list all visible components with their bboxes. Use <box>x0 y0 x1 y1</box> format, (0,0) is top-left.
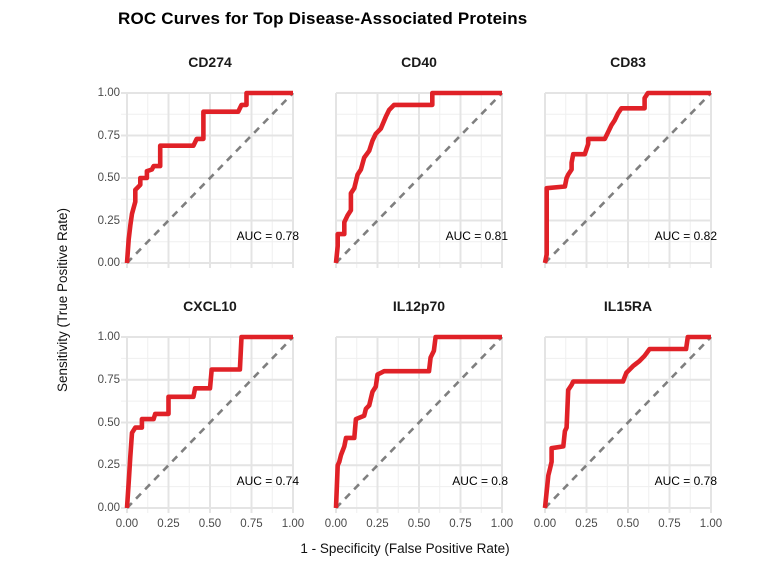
x-axis-title: 1 - Specificity (False Positive Rate) <box>300 541 510 556</box>
facet-title: CXCL10 <box>183 298 237 314</box>
chance-diagonal <box>126 336 294 509</box>
facet-panel-CXCL10: CXCL10 AUC = 0.74 0.00 0.25 0.50 0.75 1.00 0.00… <box>98 298 305 530</box>
roc-plot <box>333 334 503 513</box>
facet-title: CD40 <box>401 54 437 70</box>
y-tick-label: 0.25 <box>97 214 120 227</box>
roc-plot <box>121 334 294 513</box>
roc-plot <box>542 334 712 513</box>
grid-lines <box>121 92 294 268</box>
chance-diagonal <box>544 92 712 264</box>
roc-plot <box>542 90 712 268</box>
facet-title: CD274 <box>188 54 232 70</box>
y-tick-label: 1.00 <box>97 87 120 99</box>
x-tick-label: 0.00 <box>115 518 139 530</box>
x-tick-label: 0.25 <box>366 518 389 530</box>
x-tick-label: 0.50 <box>407 518 431 530</box>
auc-label: AUC = 0.78 <box>236 229 299 243</box>
x-tick-label: 1.00 <box>281 518 305 530</box>
y-tick-label: 0.25 <box>97 459 120 472</box>
y-tick-label: 0.50 <box>97 416 120 429</box>
roc-curve <box>542 334 711 509</box>
facet-title: CD83 <box>610 54 646 70</box>
x-tick-label: 1.00 <box>699 518 723 530</box>
y-tick-label: 0.00 <box>97 502 120 514</box>
y-tick-label: 0.50 <box>97 172 120 184</box>
roc-plot <box>121 90 294 268</box>
facet-title: IL12p70 <box>392 298 446 314</box>
auc-label: AUC = 0.81 <box>445 229 508 243</box>
facet-panel-CD83: CD83 AUC = 0.82 <box>542 54 717 268</box>
facet-title: IL15RA <box>603 298 653 314</box>
chance-diagonal <box>544 336 712 509</box>
x-tick-label: 0.50 <box>198 518 222 530</box>
y-tick-label: 0.00 <box>97 257 120 269</box>
facet-panel-IL12p70: IL12p70 AUC = 0.8 0.00 0.25 0.50 0.75 1.00 <box>325 298 513 530</box>
x-tick-label: 0.75 <box>449 518 472 530</box>
facet-panel-IL15RA: IL15RA AUC = 0.78 0.00 0.25 0.50 0.75 1.00 <box>534 298 722 530</box>
x-tick-label: 0.00 <box>533 518 557 530</box>
roc-curve <box>124 90 293 264</box>
auc-label: AUC = 0.82 <box>654 229 717 243</box>
roc-curve <box>333 334 502 509</box>
figure-title: ROC Curves for Top Disease-Associated Pr… <box>118 9 528 28</box>
y-tick-label: 1.00 <box>97 331 120 343</box>
chance-diagonal <box>335 336 503 509</box>
x-tick-label: 1.00 <box>490 518 514 530</box>
x-tick-label: 0.25 <box>157 518 180 530</box>
x-tick-label: 0.25 <box>575 518 598 530</box>
x-tick-label: 0.50 <box>616 518 640 530</box>
x-tick-label: 0.75 <box>240 518 263 530</box>
y-tick-label: 0.75 <box>97 373 120 386</box>
roc-plot <box>333 90 503 268</box>
auc-label: AUC = 0.8 <box>452 474 508 488</box>
y-axis-title: Sensitivity (True Positive Rate) <box>55 207 70 393</box>
facet-panel-CD274: CD274 AUC = 0.78 0.00 0.25 0.50 0.75 1.00 <box>98 54 299 269</box>
chance-diagonal <box>126 92 294 264</box>
roc-curve <box>333 90 502 264</box>
x-tick-label: 0.00 <box>324 518 348 530</box>
facet-panel-CD40: CD40 AUC = 0.81 <box>333 54 508 268</box>
chance-diagonal <box>335 92 503 264</box>
roc-curve <box>542 90 711 264</box>
y-tick-label: 0.75 <box>97 129 120 142</box>
x-tick-label: 0.75 <box>658 518 681 530</box>
auc-label: AUC = 0.78 <box>654 474 717 488</box>
roc-curve <box>124 334 293 509</box>
auc-label: AUC = 0.74 <box>236 474 299 488</box>
